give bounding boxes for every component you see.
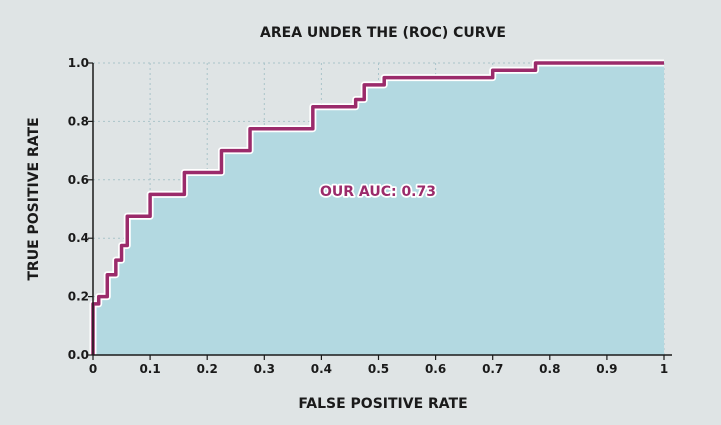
x-tick-label: 1 xyxy=(660,362,668,376)
x-axis-ticks: 0 0.1 0.2 0.3 0.4 0.5 0.6 0.7 0.8 0.9 1 xyxy=(89,355,668,376)
x-tick-label: 0.1 xyxy=(139,362,160,376)
x-tick-label: 0.9 xyxy=(596,362,617,376)
chart-title: AREA UNDER THE (ROC) CURVE xyxy=(260,25,506,41)
x-tick-label: 0.3 xyxy=(254,362,275,376)
y-tick-label: 0.6 xyxy=(68,173,89,187)
y-tick-label: 1.0 xyxy=(68,56,89,70)
axes xyxy=(92,63,672,356)
y-tick-label: 0.2 xyxy=(68,290,89,304)
x-axis-label: FALSE POSITIVE RATE xyxy=(298,396,467,412)
x-tick-label: 0.6 xyxy=(425,362,446,376)
x-tick-label: 0 xyxy=(89,362,97,376)
roc-area-fill xyxy=(93,63,664,355)
x-tick-label: 0.5 xyxy=(368,362,389,376)
x-tick-label: 0.4 xyxy=(311,362,332,376)
y-tick-label: 0.8 xyxy=(68,114,89,128)
y-tick-label: 0.4 xyxy=(68,231,89,245)
roc-curve-line xyxy=(91,61,664,355)
y-tick-label: 0.0 xyxy=(68,348,89,362)
auc-annotation-outline: OUR AUC: 0.73 xyxy=(320,184,436,200)
x-tick-label: 0.8 xyxy=(539,362,560,376)
y-axis-label: TRUE POSITIVE RATE xyxy=(26,117,42,280)
y-axis-ticks: 0.0 0.2 0.4 0.6 0.8 1.0 xyxy=(68,56,93,362)
x-tick-label: 0.2 xyxy=(197,362,218,376)
auc-annotation: OUR AUC: 0.73 xyxy=(320,184,436,200)
x-tick-label: 0.7 xyxy=(482,362,503,376)
